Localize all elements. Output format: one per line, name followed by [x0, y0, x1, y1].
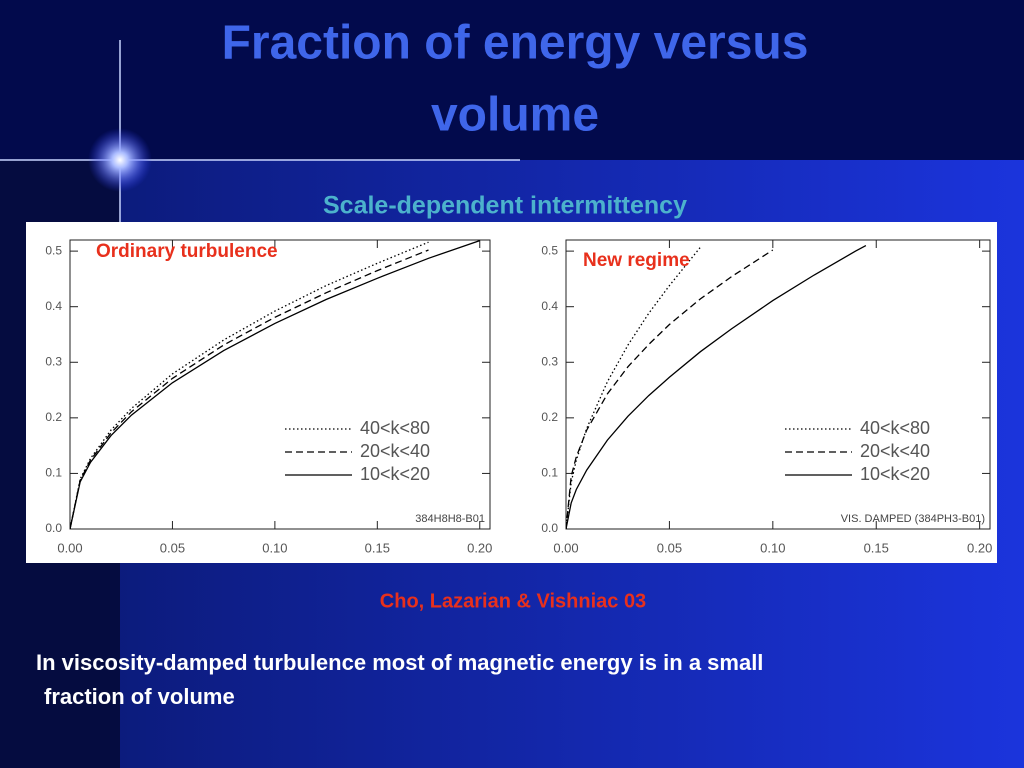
figure-panel	[26, 222, 997, 563]
y-tick-label: 0.4	[45, 299, 62, 313]
x-tick-label: 0.20	[967, 540, 992, 555]
body-text: In viscosity-damped turbulence most of m…	[36, 650, 763, 675]
citation: Cho, Lazarian & Vishniac 03	[380, 590, 646, 612]
x-tick-label: 0.15	[365, 540, 390, 555]
title-band	[0, 0, 1024, 160]
x-tick-label: 0.00	[57, 540, 82, 555]
legend-label: 10<k<20	[860, 464, 930, 484]
y-tick-label: 0.5	[541, 243, 558, 257]
y-tick-label: 0.5	[45, 243, 62, 257]
y-tick-label: 0.0	[541, 521, 558, 535]
series-line	[70, 249, 429, 529]
plot-frame	[565, 239, 991, 530]
body-text: fraction of volume	[44, 684, 235, 709]
x-tick-label: 0.20	[467, 540, 492, 555]
legend-label: 20<k<40	[860, 441, 930, 461]
deco-glow	[88, 128, 152, 192]
subtitle: Scale-dependent intermittency	[323, 192, 687, 220]
legend-label: 40<k<80	[860, 418, 930, 438]
x-tick-label: 0.05	[657, 540, 682, 555]
slide-title: Fraction of energy versus	[222, 17, 809, 70]
y-tick-label: 0.3	[541, 354, 558, 368]
y-tick-label: 0.2	[541, 410, 558, 424]
y-tick-label: 0.1	[45, 466, 62, 480]
x-tick-label: 0.05	[160, 540, 185, 555]
series-line	[566, 245, 867, 529]
x-tick-label: 0.10	[262, 540, 287, 555]
charts: 0.0 0.1 0.2 0.3 0.4 0.5 0.00 0.05 0.10 0.15 0.20 40…	[45, 239, 992, 555]
series-line	[70, 241, 429, 529]
y-tick-label: 0.4	[541, 299, 558, 313]
series-line	[566, 249, 774, 529]
plot-note: 384H8H8-B01	[415, 513, 485, 525]
slide-title: volume	[431, 89, 599, 142]
plot-frame	[69, 239, 491, 530]
y-tick-label: 0.1	[541, 466, 558, 480]
x-tick-label: 0.00	[553, 540, 578, 555]
legend-label: 40<k<80	[360, 418, 430, 438]
x-tick-label: 0.10	[760, 540, 785, 555]
x-tick-label: 0.15	[864, 540, 889, 555]
plot-label: Ordinary turbulence	[96, 241, 278, 262]
plot-label: New regime	[583, 250, 690, 271]
y-tick-label: 0.2	[45, 410, 62, 424]
legend-label: 10<k<20	[360, 464, 430, 484]
y-tick-label: 0.3	[45, 354, 62, 368]
series-line	[70, 240, 481, 529]
y-tick-label: 0.0	[45, 521, 62, 535]
series-line	[566, 246, 701, 529]
plot-note: VIS. DAMPED (384PH3-B01)	[841, 513, 985, 525]
legend-label: 20<k<40	[360, 441, 430, 461]
